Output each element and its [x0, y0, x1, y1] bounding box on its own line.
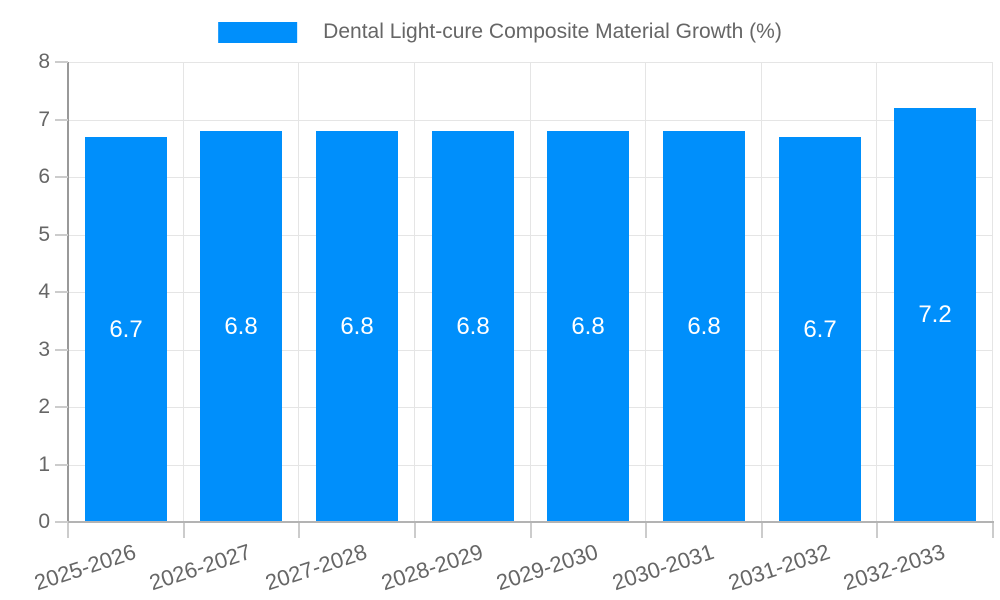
bar-value-label: 6.8: [687, 312, 721, 340]
y-axis-label: 8: [38, 50, 50, 73]
x-axis-label: 2031-2032: [724, 539, 833, 596]
x-axis-label: 2028-2029: [377, 539, 486, 596]
bar-value-label: 6.8: [340, 312, 374, 340]
legend-label: Dental Light-cure Composite Material Gro…: [323, 20, 782, 43]
y-axis-tick: [55, 349, 68, 351]
legend[interactable]: Dental Light-cure Composite Material Gro…: [218, 20, 782, 44]
y-axis-label: 3: [38, 338, 50, 361]
vertical-gridline: [761, 62, 762, 522]
y-axis-label: 2: [38, 395, 50, 418]
x-axis-label: 2030-2031: [608, 539, 717, 596]
y-axis-line: [67, 62, 69, 523]
x-axis-tick: [761, 523, 763, 538]
x-axis-label: 2025-2026: [30, 539, 139, 596]
x-axis-tick: [414, 523, 416, 538]
bar-value-label: 6.8: [571, 312, 605, 340]
y-axis-label: 0: [38, 510, 50, 533]
vertical-gridline: [530, 62, 531, 522]
bar-value-label: 6.7: [803, 315, 837, 343]
vertical-gridline: [876, 62, 877, 522]
x-axis-tick: [992, 523, 994, 538]
vertical-gridline: [183, 62, 184, 522]
vertical-gridline: [645, 62, 646, 522]
bar-value-label: 6.7: [109, 315, 143, 343]
bar[interactable]: 7.2: [894, 108, 976, 522]
y-axis-label: 5: [38, 223, 50, 246]
bar[interactable]: 6.8: [432, 131, 514, 522]
x-axis-tick: [645, 523, 647, 538]
y-axis-tick: [55, 464, 68, 466]
bar-value-label: 6.8: [456, 312, 490, 340]
x-axis-line: [67, 521, 994, 523]
y-axis-tick: [55, 119, 68, 121]
y-axis-tick: [55, 61, 68, 63]
vertical-gridline: [414, 62, 415, 522]
bar[interactable]: 6.7: [85, 137, 167, 522]
legend-swatch-icon: [218, 21, 298, 43]
y-axis-tick: [55, 234, 68, 236]
x-axis-tick: [876, 523, 878, 538]
y-axis-label: 6: [38, 165, 50, 188]
x-axis-tick: [183, 523, 185, 538]
y-axis-label: 7: [38, 108, 50, 131]
plot-area: 6.7 6.8 6.8 6.8 6.8 6.8 6.7 7.2: [68, 62, 993, 522]
x-axis-label: 2026-2027: [145, 539, 254, 596]
bar[interactable]: 6.7: [779, 137, 861, 522]
x-axis-label: 2032-2033: [839, 539, 948, 596]
bar[interactable]: 6.8: [663, 131, 745, 522]
y-axis-tick: [55, 291, 68, 293]
x-axis-label: 2029-2030: [492, 539, 601, 596]
vertical-gridline: [298, 62, 299, 522]
bar[interactable]: 6.8: [316, 131, 398, 522]
x-axis-tick: [67, 523, 69, 538]
y-axis-tick: [55, 521, 68, 523]
x-axis-tick: [530, 523, 532, 538]
y-axis-tick: [55, 406, 68, 408]
y-axis-label: 1: [38, 453, 50, 476]
bar[interactable]: 6.8: [547, 131, 629, 522]
x-axis-tick: [298, 523, 300, 538]
bar-value-label: 7.2: [918, 301, 952, 328]
y-axis-label: 4: [38, 280, 50, 303]
x-axis-label: 2027-2028: [261, 539, 370, 596]
bar[interactable]: 6.8: [200, 131, 282, 522]
y-axis-tick: [55, 176, 68, 178]
bar-value-label: 6.8: [224, 312, 258, 340]
vertical-gridline: [992, 62, 993, 522]
